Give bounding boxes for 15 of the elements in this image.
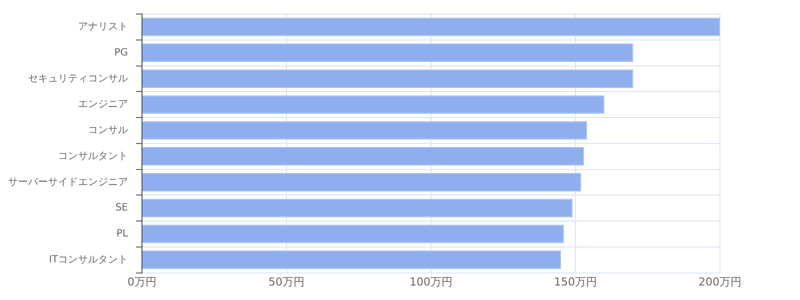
x-tick-label: 200万円 [698,275,742,288]
y-tick-label: SE [115,202,128,214]
y-tick-label: PG [114,47,128,58]
y-tick-label: アナリスト [78,22,128,33]
y-tick-label: PL [116,228,128,240]
y-tick-label: ITコンサルタント [48,254,128,266]
x-tick-label: 0万円 [128,275,156,288]
y-tick-label: サーバーサイドエンジニア [8,176,128,188]
x-tick-label: 50万円 [268,275,304,288]
y-tick-label: コンサル [88,125,128,136]
x-tick-label: 100万円 [410,275,452,288]
y-tick-label: コンサルタント [58,150,128,162]
y-tick-label: エンジニア [78,99,128,110]
y-tick-label: セキュリティコンサル [28,73,128,84]
x-tick-label: 150万円 [554,275,597,288]
